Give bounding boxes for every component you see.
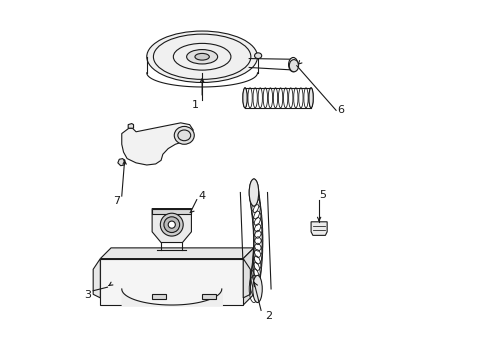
Text: 3: 3 — [84, 290, 91, 300]
Ellipse shape — [249, 179, 259, 206]
Polygon shape — [202, 294, 217, 298]
Ellipse shape — [309, 88, 313, 108]
Ellipse shape — [174, 126, 194, 144]
Ellipse shape — [187, 50, 218, 64]
Polygon shape — [152, 208, 192, 243]
Text: 2: 2 — [265, 311, 272, 321]
Polygon shape — [93, 258, 100, 298]
Text: 1: 1 — [192, 100, 198, 110]
Ellipse shape — [255, 53, 262, 59]
Ellipse shape — [160, 213, 183, 236]
Text: 4: 4 — [198, 191, 206, 201]
Ellipse shape — [243, 88, 247, 108]
Ellipse shape — [289, 60, 298, 72]
Ellipse shape — [253, 275, 262, 302]
Ellipse shape — [147, 31, 258, 82]
Polygon shape — [152, 294, 167, 298]
Ellipse shape — [195, 53, 209, 60]
Ellipse shape — [164, 217, 180, 233]
Polygon shape — [122, 123, 193, 165]
Text: 6: 6 — [337, 105, 344, 115]
Ellipse shape — [289, 58, 298, 72]
Polygon shape — [128, 123, 134, 128]
Polygon shape — [243, 258, 250, 298]
Polygon shape — [243, 248, 254, 305]
Polygon shape — [152, 208, 192, 214]
Polygon shape — [100, 258, 243, 305]
Text: 5: 5 — [319, 190, 326, 200]
Text: 7: 7 — [113, 197, 120, 206]
Ellipse shape — [168, 221, 175, 228]
Polygon shape — [100, 248, 254, 258]
Polygon shape — [311, 222, 327, 235]
Polygon shape — [118, 158, 125, 166]
